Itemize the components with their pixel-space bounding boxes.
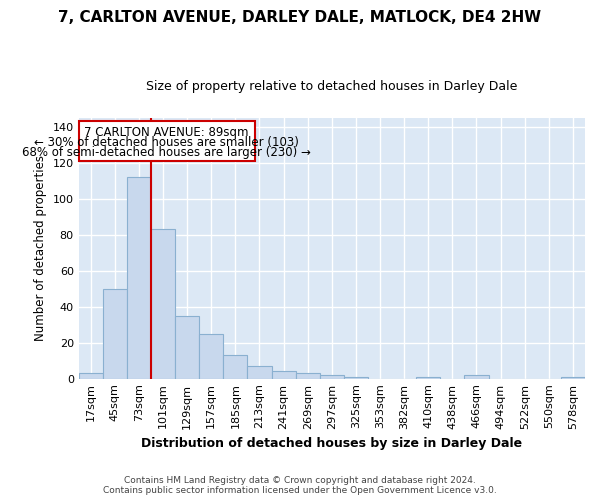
Bar [151, 230, 175, 378]
Text: ← 30% of detached houses are smaller (103): ← 30% of detached houses are smaller (10… [34, 136, 299, 149]
Y-axis label: Number of detached properties: Number of detached properties [34, 155, 47, 341]
Bar [561, 377, 585, 378]
Bar [272, 372, 296, 378]
Text: 68% of semi-detached houses are larger (230) →: 68% of semi-detached houses are larger (… [22, 146, 311, 158]
Bar [79, 374, 103, 378]
FancyBboxPatch shape [79, 122, 254, 161]
Bar [247, 366, 272, 378]
Bar [127, 177, 151, 378]
Bar [296, 374, 320, 378]
Title: Size of property relative to detached houses in Darley Dale: Size of property relative to detached ho… [146, 80, 517, 93]
Bar [175, 316, 199, 378]
Text: 7 CARLTON AVENUE: 89sqm: 7 CARLTON AVENUE: 89sqm [85, 126, 249, 139]
Bar [464, 375, 488, 378]
Bar [344, 377, 368, 378]
Text: 7, CARLTON AVENUE, DARLEY DALE, MATLOCK, DE4 2HW: 7, CARLTON AVENUE, DARLEY DALE, MATLOCK,… [58, 10, 542, 25]
Bar [199, 334, 223, 378]
Bar [223, 356, 247, 378]
X-axis label: Distribution of detached houses by size in Darley Dale: Distribution of detached houses by size … [141, 437, 523, 450]
Bar [103, 288, 127, 378]
Bar [320, 375, 344, 378]
Bar [416, 377, 440, 378]
Text: Contains HM Land Registry data © Crown copyright and database right 2024.
Contai: Contains HM Land Registry data © Crown c… [103, 476, 497, 495]
